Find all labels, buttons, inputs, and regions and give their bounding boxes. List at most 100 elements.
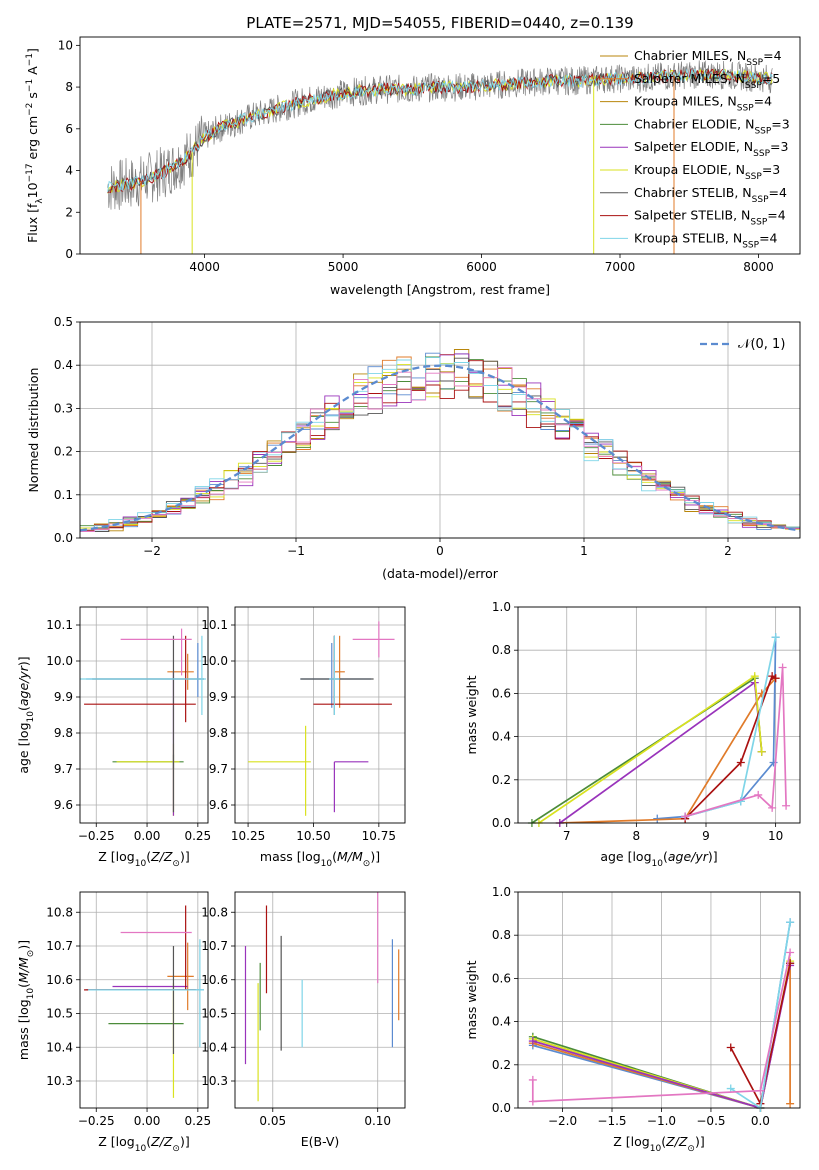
y-tick-label: 10.8 [201,905,228,919]
y-tick-label: 10.7 [46,939,73,953]
age_vs_mass-x-label: mass [log10(M/M⊙)] [260,849,380,869]
age_vs_mass-axes: 10.25 10.50 10.75 9.6 9.7 9.8 9.9 10.0 10.1 [201,607,405,843]
plus-marker [750,672,759,681]
residual-histogram [80,357,800,532]
plus-marker [786,1099,795,1108]
y-tick-label: 10.0 [201,654,228,668]
x-tick-label: 10 [768,829,783,843]
spectrum-frame [79,36,801,255]
x-tick-label: 0.00 [134,1114,161,1128]
y-tick-label: 9.9 [54,690,73,704]
y-tick-label: 0.5 [54,315,73,329]
x-tick-label: −1.5 [597,1114,626,1128]
x-tick-label: −1 [287,544,305,558]
residual-histogram [80,360,800,531]
x-tick-label: 1 [580,544,588,558]
plus-marker [771,633,780,642]
plus-marker [754,790,763,799]
age_vs_Z-axes: −0.25 0.00 0.25 9.6 9.7 9.8 9.9 10.0 10.1 [46,607,211,843]
error-bar-point [120,628,192,676]
y-tick-label: 8 [65,80,73,94]
mass_weight_vs_age-axes: 7 8 9 10 0.0 0.2 0.4 0.6 0.8 1.0 [492,600,800,843]
legend-label: Chabrier STELIB, NSSP=4 [634,185,787,205]
y-tick-label: 0.6 [492,971,511,985]
x-tick-label: 5000 [328,260,359,274]
plus-marker [778,663,787,672]
y-tick-label: 10.4 [46,1040,73,1054]
age_vs_Z-frame [79,606,209,824]
age_vs_Z-y-label: age [log10(age/yr)] [16,656,36,773]
y-tick-label: 0.3 [54,401,73,415]
plus-marker [726,1084,735,1093]
y-tick-label: 9.6 [209,798,228,812]
residuals-x-label: (data-model)/error [382,566,499,581]
y-tick-label: 10.3 [201,1074,228,1088]
x-tick-label: 10.50 [296,829,330,843]
error-bar-point [334,635,345,708]
y-tick-label: 10.7 [201,939,228,953]
y-tick-label: 10.6 [201,973,228,987]
spectrum-legend: Chabrier MILES, NSSP=4 Salpeter MILES, NS… [600,48,790,250]
x-tick-label: 8 [633,829,641,843]
mass_vs_Z-x-label: Z [log10(Z/Z⊙)] [98,1134,189,1154]
plus-marker [528,1097,537,1106]
y-tick-label: 0.2 [492,773,511,787]
plus-marker [528,1037,537,1046]
age_vs_Z-x-label: Z [log10(Z/Z⊙)] [98,849,189,869]
y-tick-label: 0.0 [492,816,511,830]
error-bar-point [86,643,204,697]
y-tick-label: 9.6 [54,798,73,812]
plus-marker [786,918,795,927]
mass-weight-line [531,952,791,1103]
error-bar-point [248,725,311,816]
legend-label: Chabrier MILES, NSSP=4 [634,48,782,68]
x-tick-label: 0.00 [134,829,161,843]
error-bar-point [167,942,194,1011]
error-bar-point [300,635,374,715]
error-bar-point [84,905,196,991]
error-bar-point [329,635,340,715]
y-tick-label: 10.6 [46,973,73,987]
residual-histogram [80,357,800,532]
x-tick-label: −0.25 [78,829,115,843]
y-tick-label: 0 [65,247,73,261]
plus-marker [681,812,690,821]
mass-weight-line [730,922,791,1108]
y-tick-label: 10.1 [201,618,228,632]
x-tick-label: 0.10 [364,1114,391,1128]
plus-marker [528,1075,537,1084]
plus-marker [768,803,777,812]
x-tick-label: 4000 [189,260,220,274]
plus-marker [653,814,662,823]
mass_weight_vs_Z-frame [517,891,801,1109]
spectrum-x-label: wavelength [Angstrom, rest frame] [330,282,550,297]
legend-label: Salpeter ELODIE, NSSP=3 [634,139,788,159]
plus-marker [756,1086,765,1095]
x-tick-label: 0.25 [184,829,211,843]
x-tick-label: 0.05 [259,1114,286,1128]
y-tick-label: 4 [65,164,73,178]
residuals-y-label: Normed distribution [26,368,41,493]
residuals-frame [79,321,801,539]
plus-marker [782,801,791,810]
y-tick-label: 1.0 [492,600,511,614]
mass_vs_EBV-x-label: E(B-V) [301,1134,340,1149]
y-tick-label: 10.5 [201,1007,228,1021]
residuals-axes: −2 −1 0 1 2 0.0 0.1 0.2 0.3 0.4 0.5 [54,315,800,558]
normal-distribution-curve [80,364,800,532]
y-tick-label: 9.7 [54,762,73,776]
y-tick-label: 1.0 [492,885,511,899]
mass_vs_Z-axes: −0.25 0.00 0.25 10.3 10.4 10.5 10.6 10.7 10.8 [46,892,211,1128]
mass_vs_EBV-frame [234,891,406,1109]
y-tick-label: 0.0 [54,531,73,545]
model-curve-kroupa-stelib [107,68,773,192]
plus-marker [757,747,766,756]
y-tick-label: 9.7 [209,762,228,776]
x-tick-label: 0.25 [184,1114,211,1128]
y-tick-label: 0.8 [492,643,511,657]
y-tick-label: 10.5 [46,1007,73,1021]
legend-label: Salpeter STELIB, NSSP=4 [634,208,786,228]
error-bar-point [167,653,194,690]
legend-label: Kroupa STELIB, NSSP=4 [634,230,778,250]
